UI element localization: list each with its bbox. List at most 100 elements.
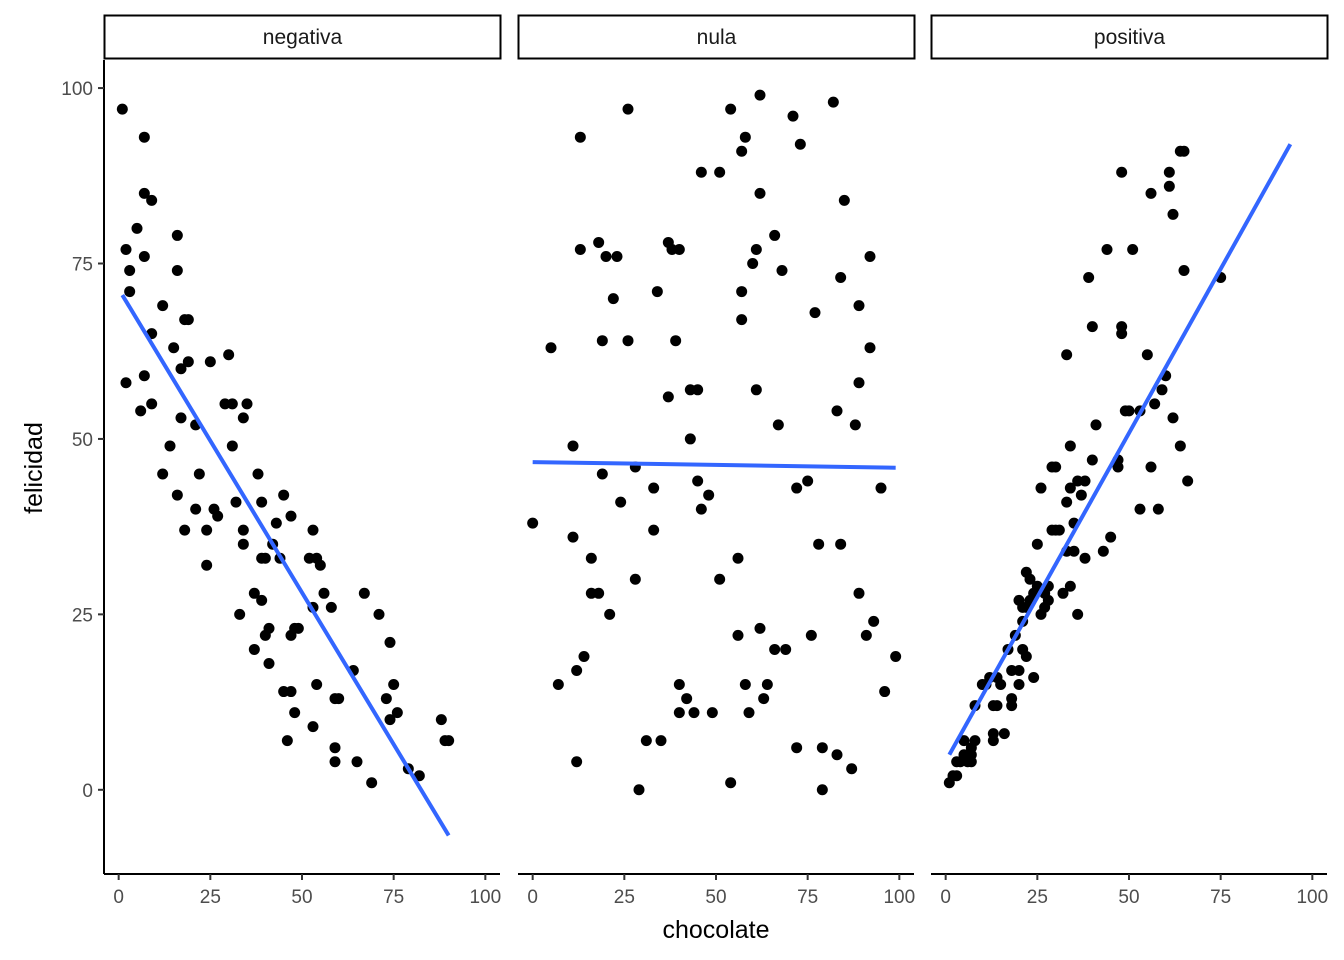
data-point [318, 587, 330, 599]
data-point [1028, 672, 1040, 684]
data-point [998, 728, 1010, 740]
data-point [611, 250, 623, 262]
data-point [384, 714, 396, 726]
data-point [1013, 679, 1025, 691]
data-point [747, 258, 759, 269]
data-point [574, 131, 586, 143]
data-point [574, 243, 586, 255]
x-axis-title: chocolate [662, 916, 769, 944]
data-point [116, 103, 128, 115]
data-point [135, 405, 147, 417]
x-tick-label: 75 [1210, 887, 1231, 908]
data-point [120, 377, 132, 389]
data-point [695, 166, 707, 178]
data-point [754, 187, 766, 199]
data-point [600, 250, 612, 262]
data-point [714, 166, 726, 178]
data-point [146, 398, 158, 410]
data-point [226, 398, 238, 410]
data-point [995, 679, 1007, 691]
data-point [1061, 349, 1073, 361]
data-point [204, 356, 216, 368]
data-point [875, 482, 887, 494]
data-point [1174, 440, 1186, 452]
data-point [1152, 503, 1164, 515]
data-point [662, 391, 674, 403]
fit-line-nula [532, 460, 896, 470]
data-point [1105, 531, 1117, 543]
data-point [391, 707, 403, 719]
data-point [750, 243, 762, 255]
data-point [1035, 482, 1047, 494]
data-point [1006, 700, 1018, 712]
data-point [648, 482, 660, 494]
data-point [1079, 552, 1091, 564]
data-point [1156, 384, 1168, 396]
data-point [1020, 650, 1032, 662]
data-point [787, 110, 799, 122]
data-point [278, 489, 290, 501]
data-point [1112, 461, 1124, 473]
data-point [329, 742, 341, 754]
x-tick-label: 100 [469, 887, 501, 908]
data-point [739, 131, 751, 143]
data-point [380, 693, 392, 705]
data-point [853, 300, 865, 312]
data-point [816, 742, 828, 754]
data-point [640, 735, 652, 747]
data-point [190, 503, 202, 515]
data-point [802, 475, 814, 487]
data-point [171, 489, 183, 501]
data-point [384, 636, 396, 648]
data-point [593, 587, 605, 599]
data-point [157, 468, 169, 480]
data-point [776, 265, 788, 277]
data-point [736, 314, 748, 326]
data-point [567, 440, 579, 452]
data-point [732, 629, 744, 641]
data-point [314, 559, 326, 571]
data-point [157, 300, 169, 312]
data-point [578, 650, 590, 662]
strip-label-negativa: negativa [263, 26, 343, 49]
data-point [615, 496, 627, 508]
y-tick-label: 0 [82, 781, 93, 802]
data-point [175, 363, 187, 375]
data-point [435, 714, 447, 726]
data-point [212, 510, 224, 522]
x-tick-label: 75 [797, 887, 818, 908]
data-point [732, 552, 744, 564]
data-point [890, 650, 902, 662]
data-point [263, 622, 275, 634]
data-point [292, 622, 304, 634]
data-point [1053, 524, 1065, 536]
data-point [120, 243, 132, 255]
data-point [171, 265, 183, 277]
data-point [1178, 265, 1190, 277]
data-point [1075, 489, 1087, 501]
data-point [831, 749, 843, 761]
data-point [201, 559, 213, 571]
data-point [794, 138, 806, 150]
data-point [725, 103, 737, 115]
data-point [285, 510, 297, 522]
data-point [769, 229, 781, 241]
x-tick-label: 50 [1118, 887, 1139, 908]
data-point [138, 187, 150, 199]
data-point [325, 601, 337, 613]
data-point [567, 531, 579, 543]
data-point [648, 524, 660, 536]
data-point [182, 314, 194, 326]
data-point [750, 384, 762, 396]
data-point [780, 643, 792, 655]
data-point [223, 349, 235, 361]
data-point [1072, 608, 1084, 620]
data-point [1079, 475, 1091, 487]
data-point [622, 103, 634, 115]
data-point [1097, 545, 1109, 557]
data-point [237, 524, 249, 536]
data-point [835, 272, 847, 284]
data-point [545, 342, 557, 354]
data-point [758, 693, 770, 705]
data-point [182, 356, 194, 368]
